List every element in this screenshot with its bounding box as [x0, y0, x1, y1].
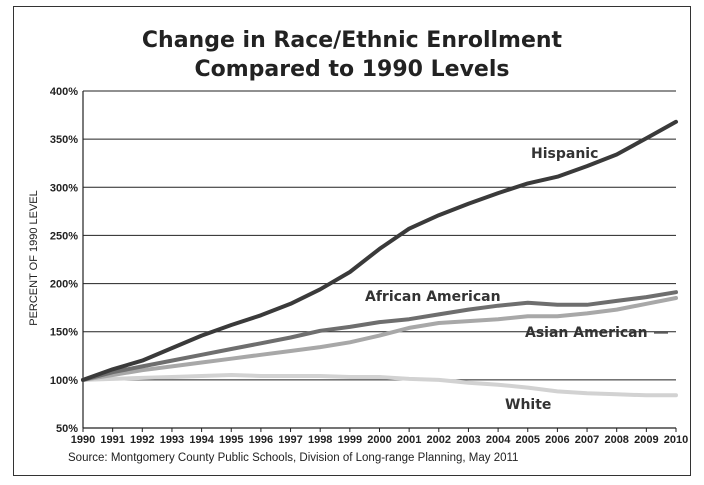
x-tick-label: 2003	[456, 434, 480, 446]
y-tick-label: 250%	[50, 230, 78, 242]
x-tick-label: 2008	[604, 434, 628, 446]
y-tick-label: 400%	[50, 86, 78, 98]
y-tick-label: 50%	[56, 423, 78, 435]
x-tick-label: 2002	[427, 434, 451, 446]
series-lines	[81, 119, 678, 398]
series-label-asian-american: Asian American	[525, 325, 648, 341]
y-tick-label: 350%	[50, 134, 78, 146]
x-tick-label: 1999	[338, 434, 362, 446]
chart-title-line-1: Change in Race/Ethnic Enrollment	[141, 28, 563, 53]
series-label-white: White	[505, 397, 551, 413]
x-tick-label: 2006	[545, 434, 569, 446]
x-tick-label: 2010	[664, 434, 688, 446]
chart-title-line-2: Compared to 1990 Levels	[194, 57, 510, 82]
series-label-african-american: African American	[365, 289, 501, 305]
y-tick-label: 100%	[50, 375, 78, 387]
x-tick-label: 2005	[516, 434, 540, 446]
series-line-asian-american	[81, 296, 678, 382]
x-tick-label: 2001	[397, 434, 421, 446]
chart-title: Change in Race/Ethnic Enrollment Compare…	[13, 26, 691, 84]
series-labels: Hispanic African American Asian American Wh…	[365, 146, 668, 413]
x-axis-ticks: 1990 1991 1992 1993 1994 1995 1996 1997 1998 1999…	[71, 428, 688, 446]
y-axis-label: PERCENT OF 1990 LEVEL	[28, 190, 40, 326]
chart-frame	[13, 6, 691, 476]
x-tick-label: 2007	[575, 434, 599, 446]
series-label-hispanic: Hispanic	[531, 146, 598, 162]
x-tick-label: 2004	[486, 434, 511, 446]
series-line-white	[81, 373, 678, 398]
x-tick-label: 1994	[189, 434, 214, 446]
x-tick-label: 1992	[130, 434, 154, 446]
x-tick-label: 1991	[100, 434, 124, 446]
x-tick-label: 1996	[249, 434, 273, 446]
series-line-hispanic	[81, 119, 678, 382]
x-tick-label: 2000	[367, 434, 391, 446]
source-note: Source: Montgomery County Public Schools…	[68, 452, 519, 464]
series-line-african-american	[81, 290, 678, 382]
x-tick-label: 1990	[71, 434, 95, 446]
x-tick-label: 2009	[634, 434, 658, 446]
x-tick-label: 1993	[160, 434, 184, 446]
y-tick-label: 150%	[50, 327, 78, 339]
x-tick-label: 1995	[219, 434, 243, 446]
y-axis-ticks: 50% 100% 150% 200% 250% 300% 350% 400%	[50, 86, 78, 435]
y-tick-label: 200%	[50, 279, 78, 291]
y-tick-label: 300%	[50, 182, 78, 194]
x-tick-label: 1998	[308, 434, 332, 446]
x-tick-label: 1997	[278, 434, 302, 446]
gridlines	[82, 90, 676, 429]
